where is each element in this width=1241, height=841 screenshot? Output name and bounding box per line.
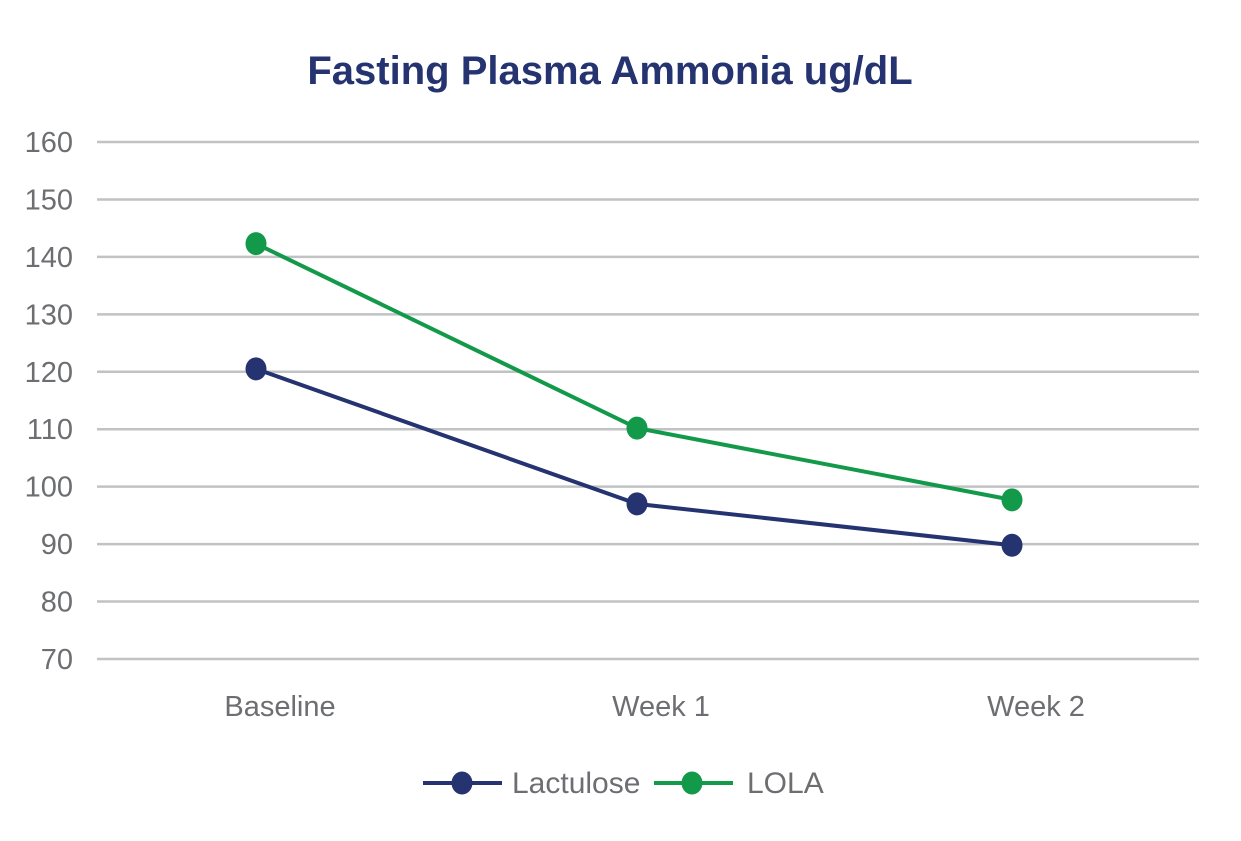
x-axis-ticks: Baseline Week 1 Week 2 bbox=[224, 691, 1085, 723]
legend-label: Lactulose bbox=[512, 767, 640, 800]
series-lactulose bbox=[245, 357, 1023, 557]
y-tick-label: 90 bbox=[41, 529, 73, 561]
y-tick-label: 140 bbox=[25, 242, 73, 274]
legend: Lactulose LOLA bbox=[423, 767, 824, 800]
data-point bbox=[626, 492, 648, 516]
legend-marker bbox=[451, 771, 473, 795]
x-tick-label: Baseline bbox=[224, 691, 335, 723]
y-tick-label: 130 bbox=[25, 299, 73, 331]
x-tick-label: Week 2 bbox=[987, 691, 1085, 723]
data-point bbox=[245, 232, 267, 256]
data-point bbox=[626, 416, 648, 440]
y-tick-label: 80 bbox=[41, 587, 73, 619]
legend-marker bbox=[681, 771, 703, 795]
series-line bbox=[255, 367, 1013, 548]
series bbox=[245, 232, 1023, 557]
x-tick-label: Week 1 bbox=[612, 691, 710, 723]
y-tick-label: 150 bbox=[25, 184, 73, 216]
y-tick-label: 120 bbox=[25, 357, 73, 389]
y-tick-label: 70 bbox=[41, 644, 73, 676]
legend-label: LOLA bbox=[747, 767, 824, 800]
y-axis-ticks: 160 150 140 130 120 110 100 90 80 70 bbox=[25, 127, 73, 676]
data-point bbox=[1001, 533, 1023, 557]
data-point bbox=[245, 357, 267, 381]
y-tick-label: 160 bbox=[25, 127, 73, 159]
legend-item-lola: LOLA bbox=[654, 767, 824, 800]
y-tick-label: 100 bbox=[25, 472, 73, 504]
series-lola bbox=[245, 232, 1023, 512]
y-tick-label: 110 bbox=[27, 414, 73, 446]
gridlines bbox=[97, 140, 1199, 661]
chart-title: Fasting Plasma Ammonia ug/dL bbox=[307, 49, 912, 93]
data-point bbox=[1001, 488, 1023, 512]
legend-item-lactulose: Lactulose bbox=[423, 767, 640, 800]
